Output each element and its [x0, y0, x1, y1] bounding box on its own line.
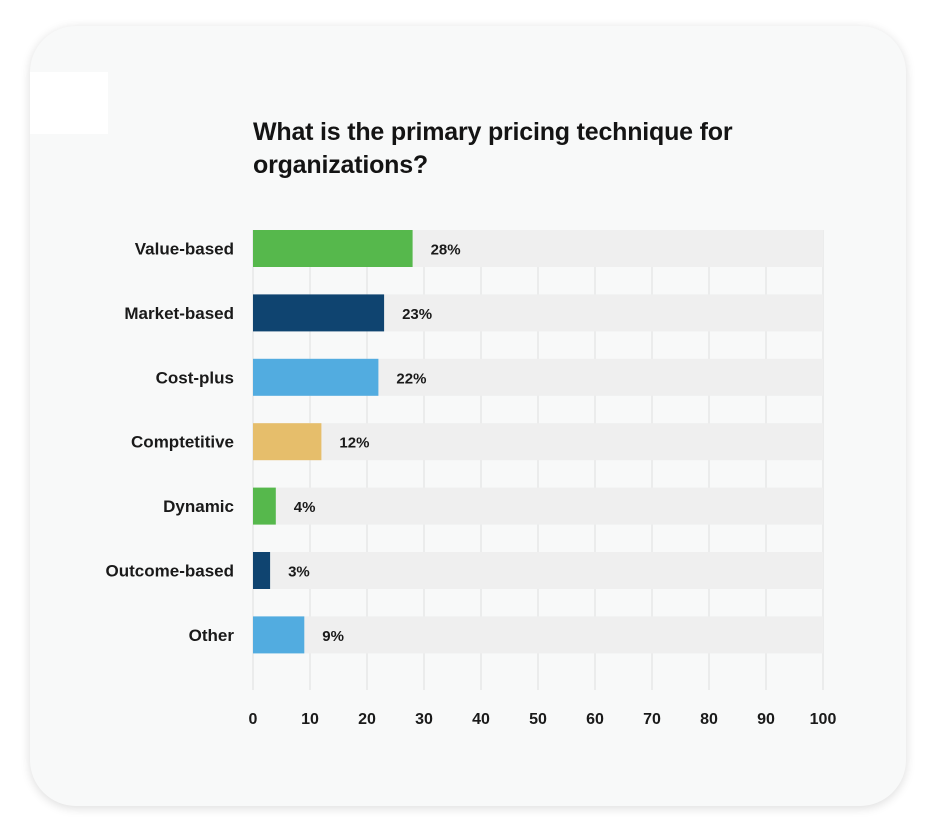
- x-tick-label: 40: [472, 711, 490, 728]
- bar: [253, 423, 322, 461]
- value-label: 3%: [288, 564, 310, 581]
- value-label: 12%: [339, 435, 369, 452]
- x-tick-label: 100: [810, 711, 837, 728]
- chart-card: [30, 26, 906, 806]
- bar: [253, 487, 276, 525]
- x-tick-label: 80: [700, 711, 718, 728]
- category-label: Value-based: [135, 240, 234, 259]
- value-label: 28%: [431, 242, 461, 259]
- bar-track: [253, 423, 823, 461]
- bar-track: [253, 552, 823, 589]
- value-label: 9%: [322, 628, 344, 645]
- category-label: Outcome-based: [106, 562, 234, 581]
- chart-title: What is the primary pricing technique fo…: [253, 118, 733, 179]
- bar: [253, 358, 379, 396]
- x-tick-label: 30: [415, 711, 433, 728]
- category-label: Dynamic: [163, 497, 234, 516]
- category-label: Market-based: [124, 304, 234, 323]
- value-label: 22%: [396, 370, 426, 387]
- x-tick-label: 90: [757, 711, 775, 728]
- bar: [253, 616, 305, 654]
- blank-logo-area: [30, 72, 108, 134]
- x-tick-label: 0: [249, 711, 258, 728]
- bars: [253, 230, 413, 654]
- category-label: Comptetitive: [131, 433, 234, 452]
- x-tick-label: 10: [301, 711, 319, 728]
- x-axis-ticks: 0 10 20 30 40 50 60 70 80 90 100: [249, 711, 837, 728]
- x-tick-label: 70: [643, 711, 661, 728]
- category-label: Cost-plus: [156, 368, 234, 387]
- bar-track: [253, 616, 823, 654]
- category-label: Other: [189, 626, 235, 645]
- x-tick-label: 50: [529, 711, 547, 728]
- x-tick-label: 20: [358, 711, 376, 728]
- bar: [253, 294, 385, 332]
- category-labels: Value-based Market-based Cost-plus Compteti…: [106, 240, 235, 645]
- x-tick-label: 60: [586, 711, 604, 728]
- value-label: 4%: [294, 499, 316, 516]
- value-labels: 28% 23% 22% 12% 4% 3% 9%: [288, 242, 461, 645]
- bar: [253, 552, 271, 589]
- bar-track: [253, 487, 823, 525]
- bar: [253, 230, 413, 267]
- value-label: 23%: [402, 306, 432, 323]
